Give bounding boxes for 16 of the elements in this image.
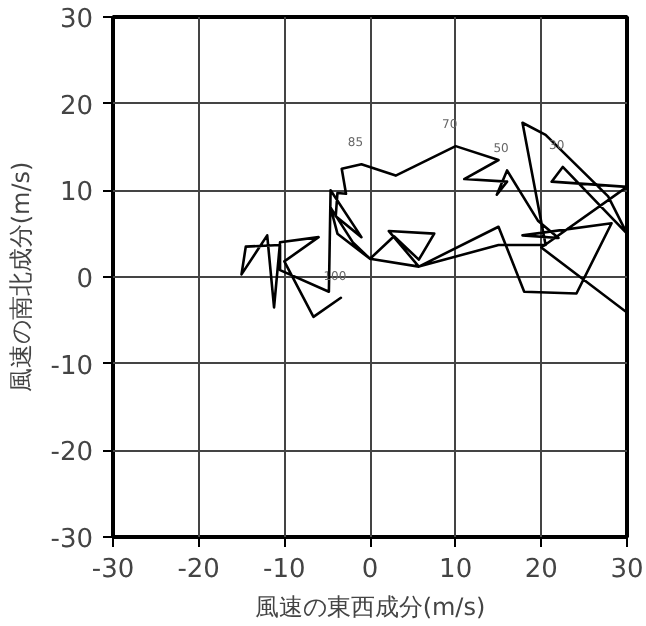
y-tick-label: -30 bbox=[50, 525, 93, 555]
y-tick-label: -10 bbox=[50, 351, 93, 382]
x-tick-label: 20 bbox=[524, 555, 558, 585]
y-tick-label: -20 bbox=[50, 438, 93, 469]
x-tick-label: -30 bbox=[91, 555, 135, 585]
x-tick-label: 10 bbox=[439, 555, 473, 585]
x-tick-label: 30 bbox=[610, 555, 644, 585]
x-tick-label: -10 bbox=[263, 555, 306, 585]
y-axis-title: 風速の南北成分(m/s) bbox=[6, 161, 35, 393]
x-tick-label: -20 bbox=[177, 555, 220, 585]
y-tick-label: 0 bbox=[76, 265, 94, 295]
x-tick-label: 0 bbox=[361, 555, 379, 585]
x-axis-title: 風速の東西成分(m/s) bbox=[254, 593, 486, 621]
y-tick-label: 20 bbox=[59, 91, 94, 122]
y-tick-label: 10 bbox=[59, 178, 94, 209]
y-tick-label: 30 bbox=[59, 5, 94, 35]
